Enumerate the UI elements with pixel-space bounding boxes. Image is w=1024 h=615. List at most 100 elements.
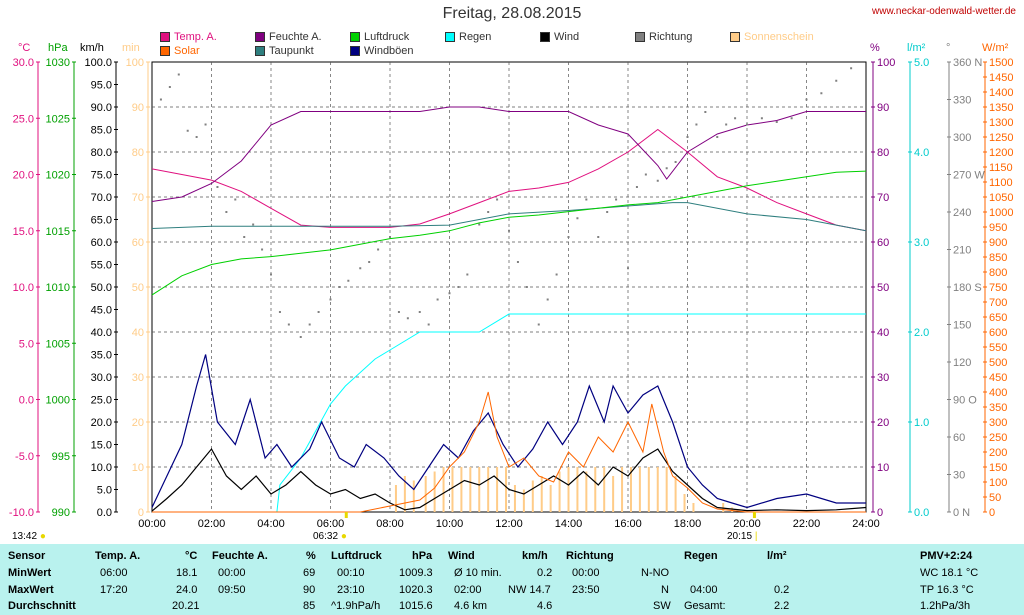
legend-swatch [255, 32, 265, 42]
website-link[interactable]: www.neckar-odenwald-wetter.de [872, 6, 1016, 17]
press-unit: hPa [412, 550, 433, 562]
x-tick-label: 02:00 [198, 518, 226, 530]
sunshine-bar [722, 503, 725, 512]
axis-label-dir: 90 O [953, 395, 977, 407]
wind-unit: km/h [522, 550, 548, 562]
axis-label-wind: 40.0 [91, 327, 112, 339]
temp-min-val: 18.1 [176, 567, 198, 579]
direction-point [234, 198, 237, 201]
pmv-header: PMV+2:24 [920, 550, 973, 562]
legend-item: Feuchte A. [255, 31, 322, 43]
direction-point [317, 311, 320, 313]
direction-point [525, 286, 528, 288]
direction-point [734, 117, 737, 120]
axis-label-temp: -5.0 [15, 451, 34, 463]
axis-label-solar: 1250 [989, 132, 1013, 144]
unit-rain: l/m² [907, 42, 926, 54]
direction-point [397, 311, 400, 313]
sunshine-bar [442, 467, 445, 512]
rain-total-label: Gesamt: [684, 600, 726, 612]
legend-swatch [255, 46, 265, 56]
unit-temp: °C [18, 42, 31, 54]
axis-label-dir: 180 S [953, 282, 982, 294]
axis-label-dir: 300 [953, 132, 971, 144]
direction-point [270, 273, 272, 276]
axis-label-temp: -10.0 [9, 507, 34, 519]
direction-point [225, 211, 228, 213]
wind-max-time: 02:00 [454, 584, 482, 596]
sunshine-bar [460, 467, 463, 512]
press-min-val: 1009.3 [399, 567, 433, 579]
x-tick-label: 10:00 [436, 518, 464, 530]
sunshine-bar [629, 467, 632, 512]
direction-point [567, 236, 570, 238]
sunshine-bar [567, 467, 570, 512]
axis-label-solar: 900 [989, 237, 1007, 249]
axis-label-sun: 80 [132, 147, 144, 159]
legend-label: Solar [174, 45, 200, 57]
direction-point [329, 298, 332, 301]
axis-label-solar: 1050 [989, 192, 1013, 204]
axis-label-solar: 1000 [989, 207, 1013, 219]
axis-label-hum: 20 [877, 417, 889, 429]
axis-label-press: 1025 [46, 113, 70, 125]
dir-min-val: N-NO [641, 567, 670, 579]
direction-point [299, 336, 302, 338]
direction-point [850, 67, 853, 70]
legend-swatch [350, 32, 360, 42]
sunshine-bar [469, 467, 472, 512]
legend-label: Temp. A. [174, 31, 217, 43]
legend-label: Luftdruck [364, 31, 410, 43]
hum-max-val: 90 [303, 584, 316, 596]
axis-label-solar: 450 [989, 372, 1007, 384]
legend-item: Taupunkt [255, 45, 314, 57]
axis-label-temp: 25.0 [13, 113, 34, 125]
axis-label-hum: 70 [877, 192, 889, 204]
axis-label-sun: 40 [132, 327, 144, 339]
axis-label-solar: 350 [989, 402, 1007, 414]
pmv-press-trend: 1.2hPa/3h [920, 600, 971, 612]
sunshine-bar [692, 503, 695, 512]
axis-label-solar: 550 [989, 342, 1007, 354]
direction-point [487, 211, 490, 213]
direction-point [644, 173, 647, 176]
unit-press: hPa [48, 42, 68, 54]
axis-label-solar: 1300 [989, 117, 1013, 129]
direction-point [606, 211, 609, 213]
direction-point [368, 261, 371, 263]
sunshine-bar [487, 467, 490, 512]
sunshine-bar [496, 467, 499, 512]
sunshine-bar [540, 476, 543, 512]
direction-point [865, 67, 867, 70]
axis-label-wind: 50.0 [91, 282, 112, 294]
direction-point [516, 261, 519, 263]
direction-point [252, 223, 255, 226]
axis-label-wind: 20.0 [91, 417, 112, 429]
axis-label-hum: 30 [877, 372, 889, 384]
legend-item: Regen [445, 31, 491, 43]
x-tick-label: 04:00 [257, 518, 285, 530]
axis-label-wind: 55.0 [91, 260, 112, 272]
unit-dir: ° [946, 42, 951, 54]
axis-label-temp: 30.0 [13, 57, 34, 69]
press-trend: ^1.9hPa/h [331, 600, 381, 612]
legend-swatch [160, 32, 170, 42]
temp-header: Temp. A. [95, 550, 141, 562]
axis-label-wind: 60.0 [91, 237, 112, 249]
axis-label-rain: 3.0 [914, 237, 929, 249]
pmv-windchill: WC 18.1 °C [920, 567, 979, 579]
axis-label-sun: 70 [132, 192, 144, 204]
sunshine-bar [731, 507, 734, 512]
x-tick-label: 20:00 [733, 518, 761, 530]
series-line-luftdruck [151, 170, 867, 296]
axis-label-solar: 650 [989, 312, 1007, 324]
dir-header: Richtung [566, 550, 614, 562]
chart-title: Freitag, 28.08.2015 [442, 5, 582, 22]
axis-label-solar: 600 [989, 327, 1007, 339]
axis-label-solar: 0 [989, 507, 995, 519]
x-tick-label: 12:00 [495, 518, 523, 530]
axis-label-press: 1015 [46, 226, 70, 238]
axis-label-temp: 5.0 [19, 338, 34, 350]
axis-label-solar: 50 [989, 492, 1001, 504]
direction-point [195, 136, 198, 138]
